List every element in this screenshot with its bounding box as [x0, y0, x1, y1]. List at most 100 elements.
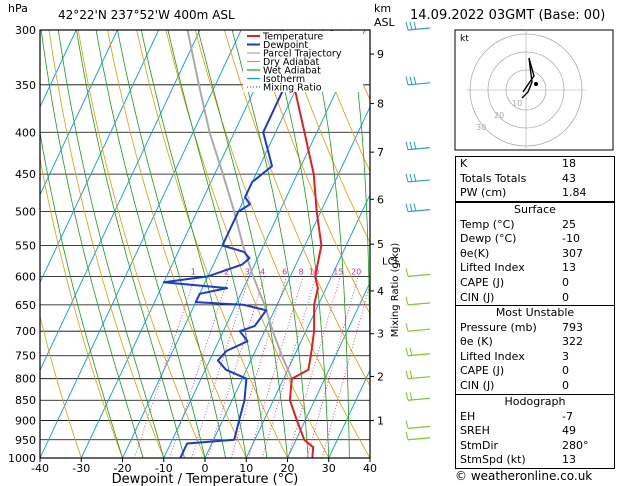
dry-adiabat-line	[253, 30, 370, 315]
pressure-unit: hPa	[8, 2, 28, 15]
pressure-tick-label: 600	[15, 270, 36, 283]
legend-entry: Dry Adiabat	[263, 57, 320, 68]
mixing-ratio-line	[248, 276, 304, 458]
pressure-tick-label: 350	[15, 79, 36, 92]
row-value: 25	[562, 217, 576, 231]
wind-barb-feather	[405, 173, 409, 183]
km-tick-label: 9	[377, 48, 384, 61]
row-value: 49	[562, 424, 576, 438]
row-key: Lifted Index	[460, 349, 525, 363]
row-value: 13	[562, 453, 576, 467]
dry-adiabat-line	[40, 156, 123, 458]
pressure-tick-label: 650	[15, 299, 36, 312]
wind-barb-feather	[405, 76, 409, 85]
dry-adiabat-line	[40, 315, 82, 458]
wind-barb-feather	[405, 431, 409, 440]
mixing-ratio-label: 10	[309, 267, 319, 276]
isotherm-line	[204, 105, 370, 458]
temperature-tick-label: -20	[114, 462, 132, 475]
isotherm-line	[40, 30, 118, 196]
pressure-tick-label: 750	[15, 350, 36, 363]
wind-barb	[407, 328, 431, 332]
pressure-tick-label: 400	[15, 126, 36, 139]
row-key: Lifted Index	[460, 261, 525, 275]
pressure-tick-label: 300	[15, 24, 36, 37]
dry-adiabat-line	[311, 30, 370, 173]
wet-adiabat-line	[95, 30, 206, 458]
isotherm-line	[163, 30, 366, 458]
unstable-block: Most Unstable Pressure (mb) 793 θe (K) 322…	[455, 305, 615, 395]
mixing-ratio-line	[230, 276, 288, 458]
row-value: 43	[562, 171, 576, 185]
wind-barb	[407, 425, 431, 429]
pressure-tick-label: 550	[15, 239, 36, 252]
dry-adiabat-line	[77, 30, 206, 458]
row-value: 0	[562, 275, 569, 289]
wind-barb-feather	[405, 21, 409, 31]
wet-adiabat-line	[117, 30, 226, 458]
mixing-ratio-label: 8	[298, 267, 303, 276]
hodograph-unit: kt	[460, 34, 469, 44]
isotherm-line	[40, 30, 201, 372]
wind-barb-feather	[409, 203, 413, 212]
wind-barb-feather	[409, 173, 413, 183]
datetime-title: 14.09.2022 03GMT (Base: 00)	[410, 8, 606, 23]
temperature-tick-label: 10	[239, 462, 253, 475]
wind-barb-feather	[405, 347, 409, 356]
km-tick-label: 1	[377, 415, 384, 428]
row-key: StmSpd (kt)	[460, 453, 526, 467]
mixing-ratio-line	[261, 276, 317, 458]
legend-entry: Wet Adiabat	[263, 66, 321, 77]
table-row: PW (cm) 1.84	[456, 186, 614, 201]
isotherm-line	[328, 369, 370, 458]
temperature-tick-label: 20	[281, 462, 295, 475]
row-key: θe(K)	[460, 246, 490, 260]
row-key: Temp (°C)	[460, 217, 515, 231]
row-value: 322	[562, 335, 583, 349]
storm-motion-marker	[534, 82, 538, 86]
wind-barb-feather	[413, 76, 417, 85]
wind-barb	[407, 302, 431, 306]
wind-barb-feather	[405, 268, 409, 277]
row-key: Pressure (mb)	[460, 320, 537, 334]
wind-barb-feather	[409, 141, 413, 150]
hodograph-ring-label: 10	[512, 99, 522, 108]
mixing-ratio-label: 4	[260, 267, 265, 276]
temperature-line	[281, 30, 323, 458]
legend-entry: Isotherm	[263, 74, 305, 85]
mixing-ratio-label: 6	[282, 267, 287, 276]
wind-barb-feather	[413, 141, 417, 150]
wind-barb-feather	[409, 21, 413, 31]
row-key: CIN (J)	[460, 290, 495, 304]
location-title: 42°22'N 237°52'W 400m ASL	[58, 8, 235, 22]
temperature-tick-label: 30	[322, 462, 336, 475]
row-key: CIN (J)	[460, 378, 495, 392]
wind-barb-feather	[405, 420, 409, 429]
pressure-tick-label: 450	[15, 168, 36, 181]
hodograph-title: Hodograph	[504, 395, 566, 408]
km-tick-label: 4	[377, 285, 384, 298]
dry-adiabat-line	[48, 30, 165, 458]
km-tick-label: 7	[377, 146, 384, 159]
pressure-tick-label: 500	[15, 206, 36, 219]
dry-adiabat-line	[282, 30, 370, 244]
pressure-tick-label: 850	[15, 394, 36, 407]
legend-entry: Mixing Ratio	[263, 83, 322, 94]
wet-adiabat-line	[269, 30, 330, 458]
mixing-ratio-label: 15	[333, 267, 343, 276]
row-value: -7	[562, 409, 573, 423]
legend-entry: Temperature	[262, 32, 323, 43]
hodograph-ring-label: 20	[494, 111, 504, 120]
km-tick-label: 8	[377, 98, 384, 111]
dry-adiabat-line	[165, 30, 330, 458]
hodograph-block: Hodograph EH -7 SREH 49 StmDir 280° StmSpd …	[455, 394, 615, 469]
km-tick-label: 2	[377, 370, 384, 383]
asl-label: ASL	[374, 16, 395, 29]
wind-barb-feather	[413, 203, 417, 212]
wind-barb-feather	[405, 141, 409, 150]
isotherm-line	[40, 30, 77, 108]
dewpoint-line	[162, 30, 333, 458]
copyright-text: © weatheronline.co.uk	[455, 469, 593, 483]
isotherm-line	[287, 281, 370, 458]
